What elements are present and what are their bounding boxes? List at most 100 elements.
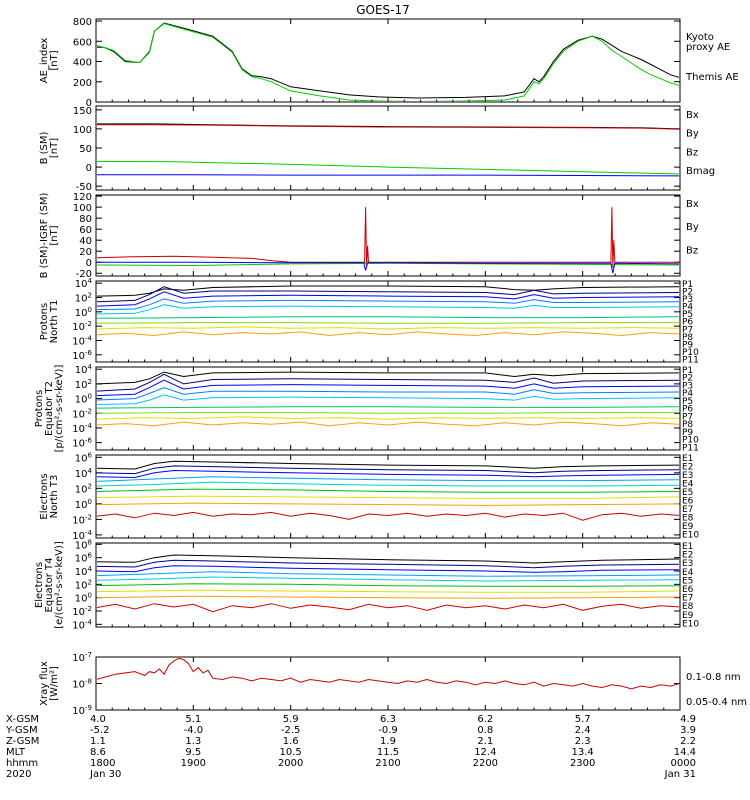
e_t3-series-e9 [97,511,679,521]
e_t4-series-e9 [97,603,679,613]
p_t2-ytick-label: 10-4 [72,422,92,435]
p_t2-ytick-label: 100 [75,393,92,406]
xaxis-tick-label: -0.9 [378,725,398,736]
xaxis-tick-label: 4.9 [680,714,696,725]
e_t4-legend-6: E7 [682,594,693,604]
bigrf-legend-2: Bz [686,245,698,256]
bsm-ytick-label: 0 [86,163,92,174]
e_t4-legend-4: E5 [682,576,693,586]
xaxis-row-label: Z-GSM [6,736,39,747]
bigrf-series-bx [97,261,679,274]
bigrf-frame [95,194,681,277]
xaxis-tick-label: 6.3 [380,714,396,725]
ae-legend-1: proxy AE [686,42,730,53]
xaxis-tick-label: 4.0 [90,714,106,725]
xray-frame [95,656,681,711]
xaxis-tick-label: 1.9 [380,736,396,747]
xaxis-tick-label: 2300 [570,758,595,769]
xaxis-tick-label: 10.5 [280,747,302,758]
e_t4-legend-1: E2 [682,551,693,561]
bigrf-ytick-label: 0 [86,258,92,269]
xray-ytick-label: 10-7 [72,651,92,664]
xaxis-tick-label: 5.7 [575,714,591,725]
bigrf-ylabel-line: B (SM)-IGRF (SM) [39,193,50,279]
e_t3-ytick-label: 102 [75,482,92,495]
xaxis-row-label: Y-GSM [5,725,38,736]
p_t2-ytick-label: 10-6 [72,437,92,450]
e_t3-ytick-label: 10-2 [72,513,92,526]
xray-legend-0: 0.1-0.8 nm [686,672,741,683]
p_t2-series-p9 [97,421,679,427]
xaxis-tick-label: 2200 [473,758,498,769]
ae-ytick-label: 800 [73,17,92,28]
e_t3-legend-4: E5 [682,488,693,498]
e_t4-legend-0: E1 [682,542,693,552]
e_t4-ylabel-line: [e/(cm²-s-sr-keV)] [54,541,65,629]
xaxis-tick-label: 11.5 [377,747,399,758]
xaxis-row-label: MLT [6,747,26,758]
e_t3-legend-5: E6 [682,497,694,507]
p_t1-legend-3: P4 [682,303,693,313]
p_t2-legend-5: P6 [682,405,693,415]
e_t3-series-e8 [97,502,679,506]
xaxis-tick-label: -4.0 [184,725,204,736]
p_t1-series-p6 [97,316,679,319]
p_t2-series-p6 [97,406,679,409]
e_t3-ytick-label: 100 [75,498,92,511]
xaxis-tick-label: 2.1 [477,736,493,747]
p_t1-ylabel-line: Protons [39,303,50,340]
e_t4-ytick-label: 100 [75,592,92,605]
p_t1-ytick-label: 100 [75,306,92,319]
p_t2-series-p2 [97,373,679,392]
ae-frame [95,18,681,103]
p_t1-legend-0: P1 [682,280,693,290]
xaxis-tick-label: 13.4 [572,747,594,758]
bigrf-series-bz [97,207,679,268]
e_t4-ytick-label: 108 [75,538,92,551]
p_t2-series-p7 [97,412,679,414]
ae-ytick-label: 400 [73,58,92,69]
bsm-ytick-label: 50 [79,144,92,155]
xaxis-tick-label: 0000 [671,758,696,769]
e_t3-series-e5 [97,481,679,487]
e_t4-legend-8: E9 [682,611,694,621]
xaxis-tick-label: 5.1 [185,714,201,725]
bigrf-ytick-label: 20 [79,247,92,258]
bsm-series-bx [97,174,679,177]
bsm-legend-2: Bz [686,147,698,158]
bsm-frame [95,105,681,191]
bsm-legend-3: Bmag [686,166,715,177]
ae-ytick-label: 200 [73,78,92,89]
ae-legend-0: Kyoto [686,32,714,43]
p_t1-legend-2: P3 [682,295,693,305]
xaxis-tick-label: 9.5 [185,747,201,758]
xaxis-tick-label: 1800 [90,758,115,769]
p_t1-legend-10: P11 [682,355,699,365]
bigrf-ylabel-line: [nT] [49,225,60,245]
xaxis-tick-label: Jan 31 [664,769,696,780]
xaxis-tick-label: 14.4 [674,747,696,758]
p_t2-series-p8 [97,416,679,420]
p_t2-legend-0: P1 [682,366,693,376]
xaxis-tick-label: 2.2 [680,736,696,747]
e_t4-legend-3: E4 [682,568,694,578]
bigrf-ytick-label: 80 [79,214,92,225]
e_t4-ytick-label: 10-2 [72,605,92,618]
p_t2-legend-8: P9 [682,428,693,438]
bigrf-ytick-label: 120 [73,192,92,203]
p_t1-ylabel-line: North T1 [49,300,60,344]
bsm-legend-0: Bx [686,110,699,121]
bsm-series-by [97,160,679,175]
p_t2-ylabel-line: [p/(cm²-s-sr-keV)] [54,365,65,453]
xaxis-tick-label: 3.9 [680,725,696,736]
xaxis-tick-label: Jan 30 [89,769,121,780]
p_t2-series-p5 [97,394,679,405]
p_t2-legend-4: P5 [682,397,693,407]
e_t4-legend-5: E6 [682,585,694,595]
e_t3-legend-1: E2 [682,463,693,473]
e_t3-series-e1 [97,460,679,470]
e_t4-ytick-label: 104 [75,565,93,578]
p_t2-legend-7: P8 [682,420,693,430]
bigrf-ytick-label: -20 [76,269,92,280]
p_t1-ytick-label: 102 [75,291,92,304]
